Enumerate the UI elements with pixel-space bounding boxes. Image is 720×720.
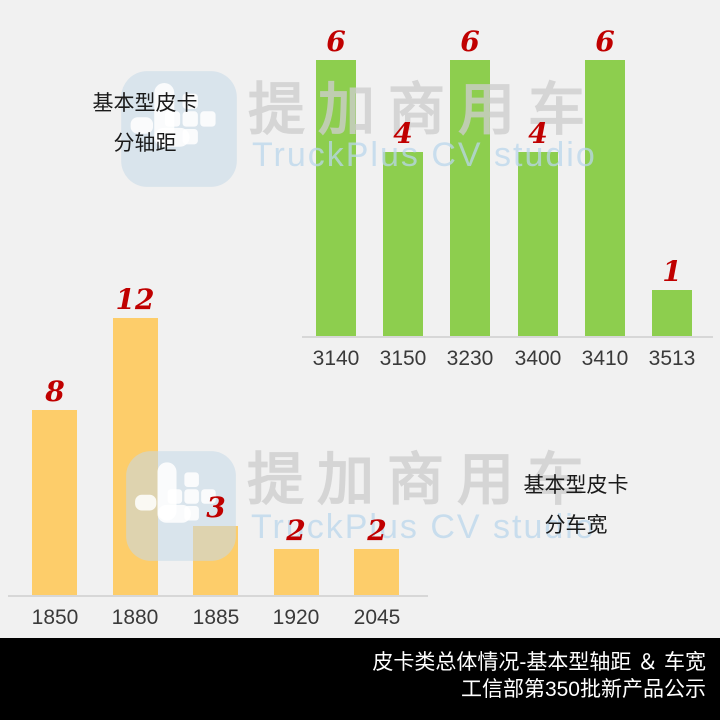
value-label-1850: 8	[45, 375, 65, 408]
value-label-2045: 2	[367, 514, 387, 547]
chart-title-width: 基本型皮卡 分车宽	[466, 466, 686, 546]
tick-label-3230: 3230	[446, 347, 494, 370]
bar-3140	[316, 60, 356, 336]
tick-label-1880: 1880	[111, 606, 159, 629]
bar-3513	[652, 290, 692, 336]
footer-title: 皮卡类总体情况-基本型轴距 ＆ 车宽	[372, 651, 706, 674]
footer-bar: 皮卡类总体情况-基本型轴距 ＆ 车宽 工信部第350批新产品公示	[0, 638, 720, 720]
tick-label-1885: 1885	[192, 606, 240, 629]
bar-1920	[274, 549, 319, 595]
tick-label-3410: 3410	[581, 347, 629, 370]
value-label-3400: 4	[528, 117, 548, 150]
value-label-1920: 2	[286, 514, 306, 547]
tick-label-3140: 3140	[312, 347, 360, 370]
chart-title-line: 分轴距	[113, 132, 177, 155]
value-label-3140: 6	[326, 25, 346, 58]
bar-1885	[193, 526, 238, 595]
tick-label-2045: 2045	[353, 606, 401, 629]
bar-1850	[32, 410, 77, 595]
value-label-3513: 1	[662, 255, 682, 288]
tick-label-3400: 3400	[514, 347, 562, 370]
value-label-1885: 3	[206, 491, 226, 524]
value-label-3410: 6	[595, 25, 615, 58]
bar-3150	[383, 152, 423, 336]
footer-subtitle: 工信部第350批新产品公示	[460, 678, 706, 701]
bar-2045	[354, 549, 399, 595]
chart-title-line: 基本型皮卡	[523, 474, 629, 497]
tick-label-3150: 3150	[379, 347, 427, 370]
tick-label-3513: 3513	[648, 347, 696, 370]
value-label-3230: 6	[460, 25, 480, 58]
x-axis-line	[8, 595, 428, 597]
bar-3400	[518, 152, 558, 336]
chart-title-wheelbase: 基本型皮卡 分轴距	[35, 84, 255, 164]
chart-title-line: 基本型皮卡	[92, 92, 198, 115]
x-axis-line	[302, 336, 713, 338]
value-label-3150: 4	[393, 117, 413, 150]
bar-3230	[450, 60, 490, 336]
tick-label-1920: 1920	[272, 606, 320, 629]
bar-1880	[113, 318, 158, 595]
tick-label-1850: 1850	[31, 606, 79, 629]
value-label-1880: 12	[115, 283, 155, 316]
bar-3410	[585, 60, 625, 336]
chart-title-line: 分车宽	[544, 514, 608, 537]
